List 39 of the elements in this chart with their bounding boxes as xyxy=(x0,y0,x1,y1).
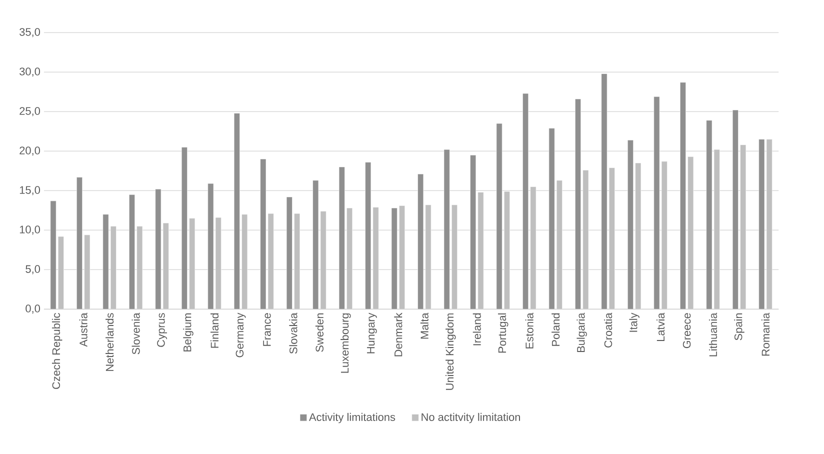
y-tick-label: 10,0 xyxy=(20,226,40,235)
x-tick-label: Austria xyxy=(79,312,88,347)
x-tick-label: Bulgaria xyxy=(576,312,587,352)
x-tick-label: Lithuania xyxy=(709,312,718,356)
x-tick-label: Latvia xyxy=(656,312,665,342)
x-tick-label: Italy xyxy=(629,312,640,332)
x-tick-label: Denmark xyxy=(394,312,402,356)
x-tick-label: Slovakia xyxy=(289,312,298,354)
y-tick-label: 30,0 xyxy=(20,68,40,77)
x-tick-label: Finland xyxy=(210,313,219,348)
x-tick-label: Portugal xyxy=(498,314,508,353)
y-tick-label: 20,0 xyxy=(20,146,40,156)
x-tick-label: France xyxy=(263,313,271,346)
legend-label: Activity limitations xyxy=(308,413,396,424)
y-tick-label: 5,0 xyxy=(26,265,40,274)
x-tick-label: Croatia xyxy=(604,312,612,348)
x-tick-label: Ireland xyxy=(472,313,481,346)
x-tick-label: United Kingdom xyxy=(446,314,456,390)
x-tick-label: Cyprus xyxy=(157,313,167,347)
x-tick-label: Malta xyxy=(420,312,428,339)
x-tick-label: Hungary xyxy=(367,312,377,354)
legend-label: No actitvity limitation xyxy=(422,413,520,424)
x-tick-label: Sweden xyxy=(315,314,324,352)
x-tick-label: Poland xyxy=(552,313,560,346)
y-tick-label: 15,0 xyxy=(20,186,40,196)
x-tick-label: Belgium xyxy=(183,314,194,352)
x-tick-label: Netherlands xyxy=(106,313,114,371)
bar xyxy=(425,204,432,310)
x-tick-label: Slovenia xyxy=(132,312,140,354)
x-tick-label: Germany xyxy=(236,312,246,358)
x-tick-label: Estonia xyxy=(525,312,534,348)
y-tick-label: 35,0 xyxy=(20,28,40,38)
y-tick-label: 25,0 xyxy=(20,107,40,116)
x-tick-label: Romania xyxy=(761,312,770,356)
x-tick-label: Luxembourg xyxy=(340,313,351,373)
x-tick-label: Spain xyxy=(734,313,744,340)
x-tick-label: Czech Republic xyxy=(52,313,62,390)
x-tick-label: Greece xyxy=(682,313,691,348)
y-tick-label: 0,0 xyxy=(26,304,40,314)
